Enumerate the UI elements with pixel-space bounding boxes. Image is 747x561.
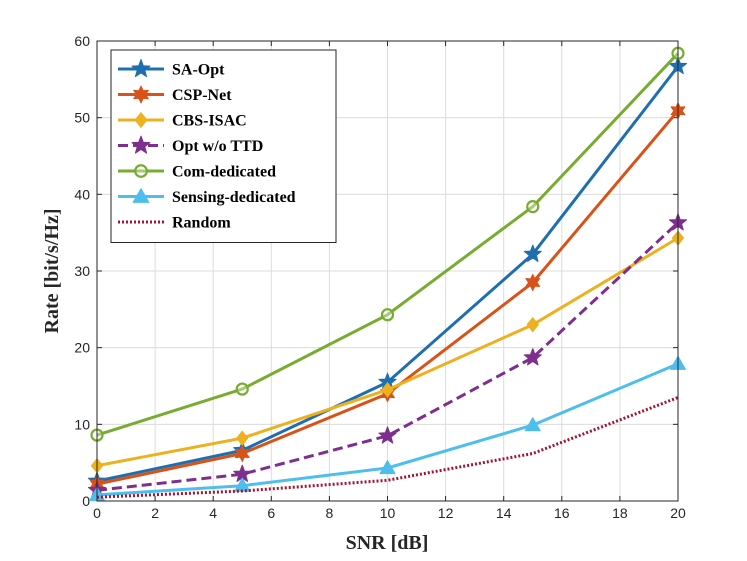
x-tick-label: 10: [380, 505, 396, 521]
legend-entry: Random: [118, 215, 231, 232]
x-tick-label: 0: [93, 505, 101, 521]
data-point: [381, 382, 394, 398]
legend-marker: [134, 111, 148, 129]
data-point: [523, 244, 542, 262]
legend-entry: Sensing-dedicated: [118, 188, 296, 206]
legend-marker: [131, 135, 151, 154]
legend-label: Com-dedicated: [172, 164, 276, 181]
data-point: [379, 460, 396, 475]
series-line: [96, 52, 680, 437]
legend-label: Random: [172, 215, 231, 232]
y-tick-label: 10: [74, 416, 90, 432]
series-line: [96, 221, 680, 492]
legend-entry: Com-dedicated: [118, 164, 276, 181]
y-tick-label: 20: [74, 340, 90, 356]
y-tick-label: 30: [74, 263, 90, 279]
legend-entry: CBS-ISAC: [118, 111, 247, 130]
legend-label: SA-Opt: [172, 62, 225, 79]
x-tick-label: 16: [554, 505, 570, 521]
series-com-dedicated: [90, 46, 685, 442]
y-tick-label: 50: [74, 110, 90, 126]
data-point: [526, 316, 539, 333]
x-tick-label: 20: [670, 505, 686, 521]
data-point: [526, 200, 540, 214]
data-point: [236, 430, 249, 446]
legend-label: Sensing-dedicated: [172, 189, 296, 206]
series-sensing-dedicated: [89, 355, 686, 501]
series-line: [96, 396, 679, 499]
x-tick-label: 12: [438, 505, 454, 521]
y-axis-label: Rate [bit/s/Hz]: [41, 209, 63, 334]
legend-label: Opt w/o TTD: [172, 138, 263, 155]
x-axis-label: SNR [dB]: [346, 532, 429, 554]
legend-label: CBS-ISAC: [172, 113, 247, 130]
y-tick-label: 0: [82, 493, 90, 509]
x-tick-label: 18: [612, 505, 628, 521]
data-point: [380, 308, 395, 322]
y-tick-label: 40: [74, 186, 90, 202]
x-tick-label: 14: [496, 505, 512, 521]
legend-marker: [131, 59, 151, 78]
legend-entry: SA-Opt: [118, 59, 225, 79]
legend-marker: [132, 188, 150, 203]
x-tick-label: 4: [209, 505, 217, 521]
legend-entry: CSP-Net: [118, 85, 232, 104]
legend-marker: [134, 164, 148, 178]
data-point: [523, 348, 542, 366]
ticks: 0 2 4 6 8 10 12 14 16 18 20 0 10 20 30 40 50 60: [74, 33, 686, 521]
x-tick-label: 8: [326, 505, 334, 521]
legend-marker: [133, 85, 149, 104]
data-point: [378, 426, 397, 444]
legend-label: CSP-Net: [172, 87, 232, 104]
data-point: [234, 445, 250, 462]
y-tick-label: 60: [74, 33, 90, 49]
data-point: [525, 274, 541, 291]
legend-entry: Opt w/o TTD: [118, 135, 263, 155]
legend: SA-Opt CSP-Net CBS-ISAC Opt w/o TTD Com-dedi…: [110, 49, 337, 243]
x-tick-label: 2: [151, 505, 159, 521]
plot-frame: [96, 40, 679, 502]
series-random: [96, 396, 679, 499]
data-point: [524, 417, 541, 432]
series-cbs-isac: [90, 230, 685, 474]
x-tick-label: 6: [267, 505, 275, 521]
series-layer: [87, 46, 688, 501]
data-point: [235, 382, 249, 396]
